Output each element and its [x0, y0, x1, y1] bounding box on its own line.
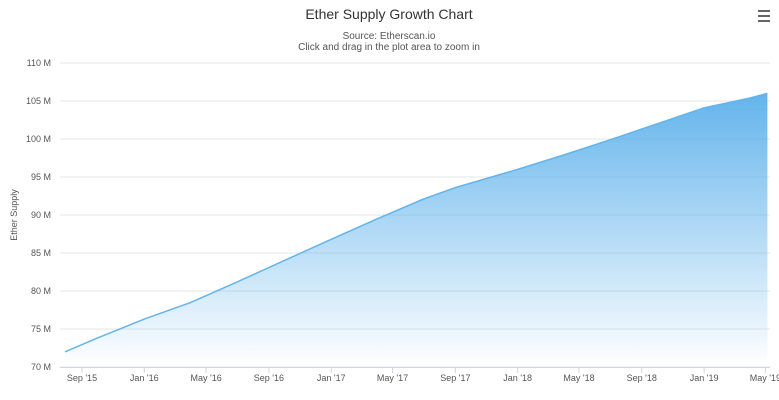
- x-tick-label: Jan '16: [130, 373, 159, 383]
- x-tick-label: Sep '17: [440, 373, 470, 383]
- y-tick-label: 95 M: [31, 172, 51, 182]
- x-tick-label: May '17: [377, 373, 408, 383]
- series-line: [64, 92, 768, 353]
- chart-title: Ether Supply Growth Chart: [305, 6, 472, 22]
- y-tick-label: 90 M: [31, 210, 51, 220]
- x-tick-label: Jan '18: [503, 373, 532, 383]
- x-tick-label: May '16: [190, 373, 221, 383]
- y-tick-label: 110 M: [27, 58, 51, 68]
- x-tick-label: Jan '19: [690, 373, 719, 383]
- y-tick-label: 85 M: [31, 248, 51, 258]
- x-tick-label: Sep '16: [254, 373, 284, 383]
- y-tick-label: 80 M: [31, 286, 51, 296]
- x-tick-label: May '18: [563, 373, 594, 383]
- plot-area-zoom-region[interactable]: [60, 63, 770, 367]
- x-axis: Sep '15 Jan '16 May '16 Sep '16 Jan '17 May '…: [60, 367, 779, 383]
- y-axis-tick-labels: 70 M 75 M 80 M 85 M 90 M 95 M 100 M 105 M 110 M: [26, 58, 51, 372]
- x-tick-label: Jan '17: [317, 373, 346, 383]
- y-tick-label: 105 M: [26, 96, 51, 106]
- chart-menu-button[interactable]: [752, 6, 774, 26]
- chart-subtitle-source: Source: Etherscan.io: [343, 31, 436, 42]
- y-tick-label: 75 M: [31, 324, 51, 334]
- x-tick-label: Sep '15: [67, 373, 97, 383]
- series-layer: [64, 92, 768, 368]
- y-tick-label: 70 M: [31, 362, 51, 372]
- series-area-fill: [65, 93, 768, 368]
- y-tick-label: 100 M: [26, 134, 51, 144]
- y-axis-title: Ether Supply: [9, 189, 19, 241]
- x-tick-label: Sep '18: [627, 373, 657, 383]
- hamburger-menu-icon: [758, 10, 770, 22]
- chart-subtitle-zoom-hint: Click and drag in the plot area to zoom …: [298, 42, 480, 53]
- x-tick-label: May '19: [750, 373, 779, 383]
